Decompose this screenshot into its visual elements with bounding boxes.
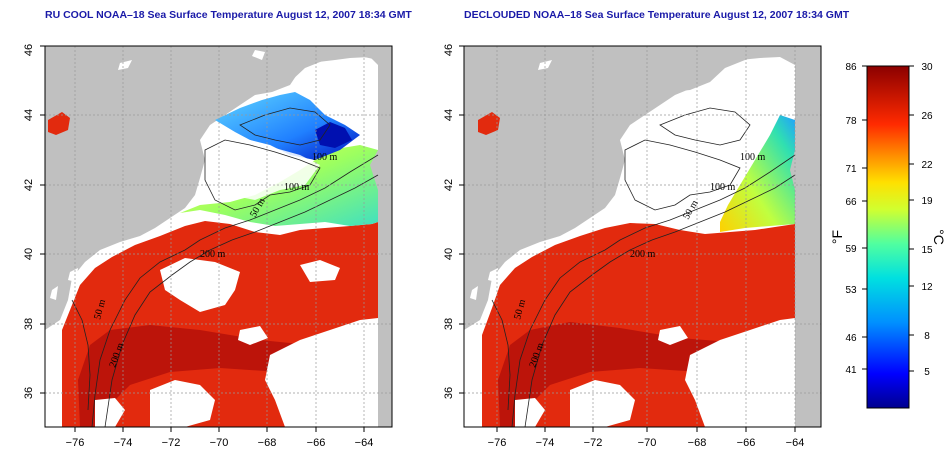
colorbar-f-71: 71 [845, 164, 857, 175]
colorbar-f-66: 66 [845, 197, 857, 208]
right-gridlines [464, 46, 821, 427]
left-cloud-patches [95, 258, 378, 427]
colorbar-f-78: 78 [845, 116, 857, 127]
left-lakes [50, 50, 265, 300]
left-lat-tick-46: 46 [23, 44, 35, 56]
right-lon-tick-68: −68 [688, 437, 707, 449]
right-map [464, 46, 821, 427]
left-lat-tick-44: 44 [23, 109, 35, 121]
right-land-coast [464, 46, 821, 427]
left-lat-tick-36: 36 [23, 387, 35, 399]
left-dark-warm [78, 325, 340, 427]
left-lon-tick-64: −64 [355, 437, 374, 449]
right-cloud-patches [515, 318, 795, 427]
colorbar-f-41: 41 [845, 365, 857, 376]
colorbar-f-53: 53 [845, 285, 857, 296]
left-contour-label-100m-a: 100 m [312, 152, 338, 163]
left-contours [71, 107, 379, 427]
right-map-title: DECLOUDED NOAA–18 Sea Surface Temperatur… [464, 9, 850, 21]
left-contour-label-50m-b: 50 m [92, 298, 108, 321]
right-lat-tick-46: 46 [443, 44, 455, 56]
colorbar-f-86: 86 [845, 62, 857, 73]
right-x-axis [496, 427, 796, 432]
colorbar-f-59: 59 [845, 244, 857, 255]
colorbar-ticks [862, 65, 914, 372]
right-lon-tick-76: −76 [488, 437, 507, 449]
right-lon-tick-66: −66 [737, 437, 756, 449]
right-lat-tick-42: 42 [443, 179, 455, 191]
right-contour-label-200m: 200 m [630, 249, 656, 260]
colorbar-c-26: 26 [921, 111, 933, 122]
right-lon-tick-74: −74 [536, 437, 555, 449]
left-lon-tick-72: −72 [162, 437, 181, 449]
left-deep-cold [315, 122, 352, 148]
right-lon-tick-70: −70 [638, 437, 657, 449]
right-lat-tick-44: 44 [443, 109, 455, 121]
left-lat-tick-40: 40 [23, 248, 35, 260]
right-map-frame [463, 45, 822, 428]
left-gulf-center [210, 135, 320, 200]
colorbar-fahrenheit-unit: °F [829, 230, 845, 244]
colorbar-c-30: 30 [921, 62, 933, 73]
right-contour-label-100m-b: 100 m [710, 182, 736, 193]
left-contour-label-100m-b: 100 m [284, 182, 310, 193]
left-land-coast [45, 46, 392, 427]
colorbar-c-5: 5 [924, 367, 930, 378]
right-lon-tick-64: −64 [786, 437, 805, 449]
right-shelf-water [720, 115, 795, 232]
left-lon-tick-76: −76 [66, 437, 85, 449]
right-offshore-warm-patch [478, 112, 500, 135]
left-x-axis [74, 427, 365, 432]
colorbar-c-22: 22 [921, 160, 933, 171]
right-gulf-center [630, 105, 770, 215]
right-y-axis [459, 45, 464, 394]
colorbar-c-15: 15 [921, 245, 933, 256]
right-lat-tick-36: 36 [443, 387, 455, 399]
left-offshore-warm-patch [48, 112, 70, 135]
left-lon-tick-66: −66 [307, 437, 326, 449]
colorbar [866, 65, 910, 409]
colorbar-c-12: 12 [921, 282, 933, 293]
left-lon-tick-68: −68 [258, 437, 277, 449]
left-gridlines [45, 46, 392, 427]
right-lat-tick-40: 40 [443, 248, 455, 260]
right-contour-label-100m-a: 100 m [740, 152, 766, 163]
left-map [45, 46, 392, 427]
left-contour-label-200m: 200 m [200, 249, 226, 260]
colorbar-c-8: 8 [924, 331, 930, 342]
left-lon-tick-74: −74 [114, 437, 133, 449]
left-map-title: RU COOL NOAA–18 Sea Surface Temperature … [45, 9, 412, 21]
colorbar-celsius-unit: °C [931, 229, 947, 245]
right-lakes [470, 60, 552, 300]
left-y-axis [40, 45, 45, 394]
colorbar-c-19: 19 [921, 196, 933, 207]
left-lat-tick-38: 38 [23, 318, 35, 330]
colorbar-f-46: 46 [845, 333, 857, 344]
left-lat-tick-42: 42 [23, 179, 35, 191]
right-lon-tick-72: −72 [584, 437, 603, 449]
right-dark-warm [498, 322, 760, 427]
right-contours [491, 107, 796, 427]
right-contour-label-50m-b: 50 m [512, 298, 528, 321]
right-lat-tick-38: 38 [443, 318, 455, 330]
left-lon-tick-70: −70 [210, 437, 229, 449]
